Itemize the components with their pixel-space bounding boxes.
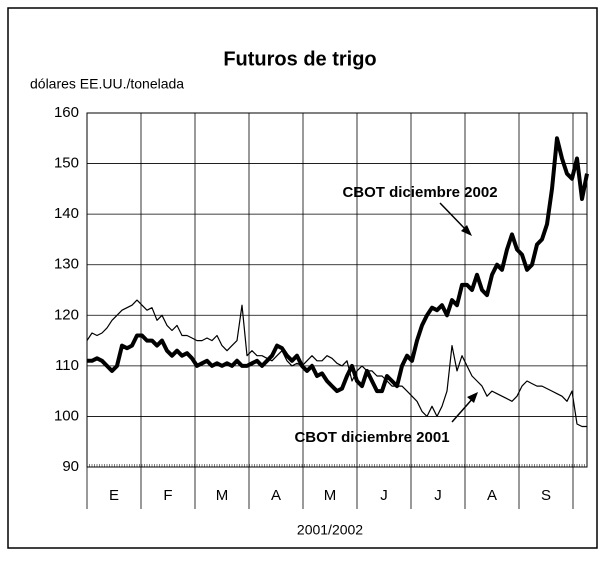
y-axis-label: dólares EE.UU./tonelada [30, 76, 184, 92]
y-tick-label: 110 [55, 357, 79, 374]
x-tick-label: S [541, 487, 551, 504]
plot-frame [86, 112, 588, 468]
x-tick-label: J [380, 487, 388, 504]
x-tick-label: F [163, 487, 172, 504]
y-tick-label: 160 [54, 104, 79, 121]
y-tick-label: 140 [54, 205, 79, 222]
annotation: CBOT diciembre 2001 [294, 429, 449, 446]
y-tick-label: 90 [62, 458, 79, 475]
y-tick-label: 150 [54, 155, 79, 172]
arrow [451, 392, 478, 423]
chart-title: Futuros de trigo [223, 48, 376, 70]
y-tick-label: 100 [54, 407, 79, 424]
arrow [439, 202, 472, 236]
series-line [86, 299, 587, 428]
series-line [87, 136, 589, 394]
x-axis-label: 2001/2002 [297, 522, 363, 538]
x-tick-label: M [324, 487, 337, 504]
annotation: CBOT diciembre 2002 [342, 184, 497, 201]
x-tick-label: A [271, 487, 281, 504]
y-tick-label: 120 [54, 306, 79, 323]
x-tick-label: M [216, 487, 229, 504]
frame [7, 7, 598, 549]
x-tick-label: A [487, 487, 497, 504]
x-tick-label: E [109, 487, 119, 504]
y-tick-label: 130 [54, 256, 79, 273]
x-tick-label: J [434, 487, 442, 504]
